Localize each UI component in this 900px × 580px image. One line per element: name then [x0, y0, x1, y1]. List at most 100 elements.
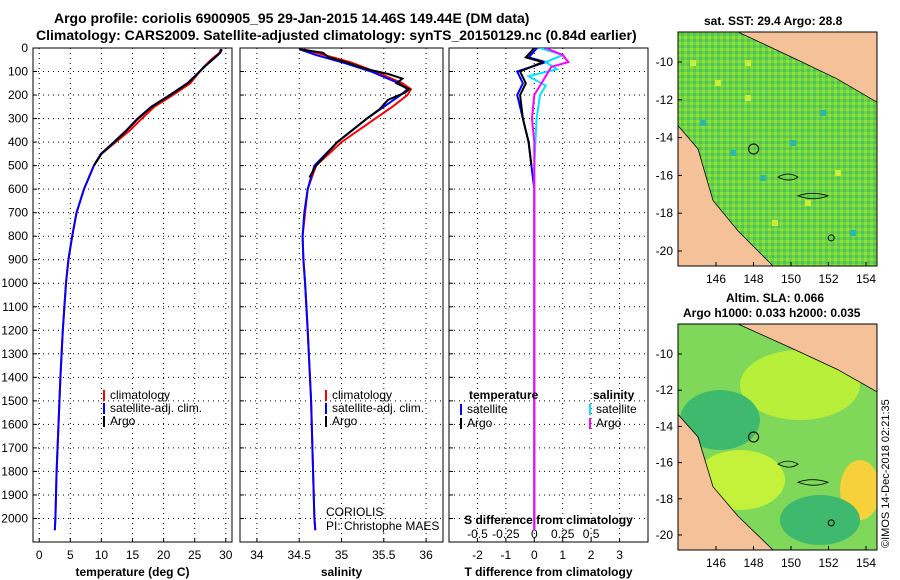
lon-tick-label: 154 — [856, 556, 876, 570]
sst-map-frame — [677, 31, 878, 267]
depth-tick-label: 1200 — [1, 323, 28, 337]
depth-tick-label: 0 — [21, 41, 28, 55]
depth-tick-label: 1100 — [2, 300, 28, 314]
temperature-axis-label: temperature (deg C) — [75, 565, 189, 579]
sla-map-field — [678, 324, 877, 550]
temperature-xtick-label: 0 — [36, 548, 43, 562]
reef-outline — [777, 173, 830, 200]
salinity-xtick-label: 34 — [250, 548, 264, 562]
difference-xtick-label: 0 — [531, 548, 538, 562]
reef-outline — [777, 460, 830, 486]
depth-tick-label: 1800 — [1, 464, 28, 478]
salinity-axis-label: salinity — [321, 565, 363, 579]
sst-pixel — [730, 150, 736, 156]
depth-tick-label: 500 — [8, 159, 28, 173]
land-png — [737, 32, 877, 103]
land-australia — [678, 124, 774, 266]
s-diff-tick-label: -0.5 — [467, 527, 488, 541]
lat-tick-label: -16 — [656, 456, 674, 470]
depth-tick-label: 400 — [8, 135, 28, 149]
timestamp-stamp: ©IMOS 14-Dec-2018 02:21:35 — [880, 399, 892, 548]
sst-pixel — [715, 80, 721, 86]
lat-tick-label: -18 — [656, 206, 674, 220]
secondary-marker — [827, 519, 835, 527]
lat-tick-label: -18 — [656, 492, 674, 506]
depth-tick-label: 1600 — [1, 417, 28, 431]
sla-map-title-1: Altim. SLA: 0.066 — [726, 291, 825, 305]
difference-frame — [448, 47, 649, 543]
depth-tick-label: 1400 — [1, 370, 28, 384]
salinity-frame — [239, 47, 444, 543]
lat-tick-label: -10 — [656, 347, 674, 361]
lat-tick-label: -16 — [656, 168, 674, 182]
panel-temperature: 0100200300400500600700800900100011001200… — [1, 41, 232, 579]
lon-tick-label: 146 — [706, 556, 726, 570]
lat-tick-label: -12 — [656, 383, 674, 397]
lat-tick-label: -14 — [656, 131, 674, 145]
lon-tick-label: 150 — [781, 556, 801, 570]
legend-label: Argo — [332, 414, 358, 428]
legend-label: Argo — [596, 416, 622, 430]
sst-pixel — [760, 175, 766, 181]
sst-pixel — [745, 95, 751, 101]
chart-title-line2: Climatology: CARS2009. Satellite-adjuste… — [36, 27, 637, 43]
sst-pixel — [700, 120, 706, 126]
difference-line-t-argo — [518, 48, 546, 166]
argo-position-marker — [748, 431, 760, 443]
lat-tick-label: -12 — [656, 93, 674, 107]
depth-tick-label: 1300 — [1, 347, 28, 361]
salinity-xtick-label: 34.5 — [288, 548, 312, 562]
s-diff-axis-label: S difference from climatology — [464, 513, 633, 527]
temperature-series — [53, 48, 223, 531]
lon-tick-label: 148 — [743, 556, 763, 570]
lon-tick-label: 150 — [781, 272, 801, 286]
sst-pixel — [850, 230, 856, 236]
s-diff-tick-label: 0.5 — [583, 527, 600, 541]
sst-map: 146 148 150 152 154 -10 -12 -14 -16 -18 -20 — [656, 31, 878, 286]
salinity-xtick-label: 36 — [419, 548, 433, 562]
legend-label: temperature — [469, 388, 539, 402]
s-diff-tick-label: 0 — [531, 527, 538, 541]
salinity-line-argo — [299, 48, 412, 178]
difference-xtick-label: -2 — [472, 548, 483, 562]
temperature-xtick-label: 25 — [188, 548, 202, 562]
depth-tick-label: 100 — [8, 65, 28, 79]
lon-tick-label: 152 — [818, 556, 838, 570]
temperature-xtick-label: 20 — [157, 548, 171, 562]
sla-map-title-2: Argo h1000: 0.033 h2000: 0.035 — [683, 306, 861, 320]
panel-salinity: 34 34.5 35 35.5 36 salinity climatologysatelli… — [239, 47, 444, 579]
sst-map-title: sat. SST: 29.4 Argo: 28.8 — [704, 14, 843, 28]
salinity-xtick-label: 35.5 — [372, 548, 396, 562]
depth-tick-label: 700 — [8, 206, 28, 220]
lat-tick-label: -20 — [656, 244, 674, 258]
depth-tick-label: 600 — [8, 182, 28, 196]
depth-tick-label: 300 — [8, 112, 28, 126]
lon-tick-label: 146 — [706, 272, 726, 286]
legend-label: salinity — [593, 388, 635, 402]
legend-label: Argo — [467, 416, 493, 430]
sst-pixel — [805, 200, 811, 206]
legend-label: satellite-adj. clim. — [332, 401, 424, 415]
s-diff-tick-label: 0.25 — [551, 527, 575, 541]
legend-label: climatology — [332, 388, 392, 402]
difference-xtick-label: 2 — [588, 548, 595, 562]
legend-label: satellite — [596, 402, 637, 416]
legend-label: climatology — [110, 388, 170, 402]
salinity-series — [298, 48, 413, 531]
difference-series — [515, 48, 571, 531]
legend-label: Argo — [110, 414, 136, 428]
lon-tick-label: 148 — [743, 272, 763, 286]
argo-position-marker — [748, 143, 760, 155]
sla-map: 146 148 150 152 154 -10 -12 -14 -16 -18 -20 — [656, 323, 878, 570]
depth-tick-label: 900 — [8, 253, 28, 267]
depth-tick-label: 2000 — [1, 511, 28, 525]
difference-xtick-label: -1 — [501, 548, 512, 562]
sst-pixel — [772, 220, 778, 226]
sla-low-patch — [780, 495, 860, 545]
panel-difference: -2 -1 0 1 2 3 -0.5 -0.25 0 0.25 0.5S difference fr… — [448, 47, 649, 579]
secondary-marker — [827, 234, 835, 242]
land-png — [737, 324, 877, 393]
legend-label: satellite-adj. clim. — [110, 401, 202, 415]
